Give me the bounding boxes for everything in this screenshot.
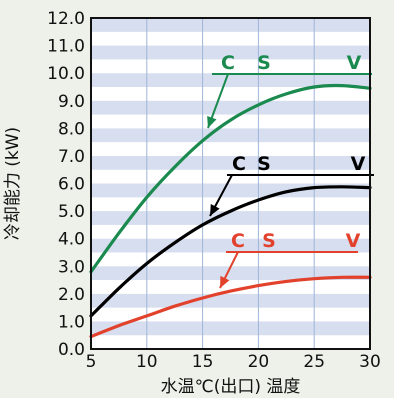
series-annotation-label: C xyxy=(221,52,235,74)
y-tick-label: 10.0 xyxy=(47,64,85,84)
background-band xyxy=(91,224,370,239)
series-line xyxy=(89,275,372,339)
background-band xyxy=(91,211,370,225)
background-band xyxy=(91,142,370,156)
background-band xyxy=(91,197,370,212)
background-bands xyxy=(91,18,370,349)
series-annotation-label: V xyxy=(347,52,362,74)
y-tick-label: 12.0 xyxy=(47,9,85,29)
leader-arrowhead xyxy=(210,203,220,216)
background-band xyxy=(91,183,370,198)
y-tick-label: 0.0 xyxy=(58,340,85,360)
y-tick-label: 5.0 xyxy=(58,202,85,222)
background-band xyxy=(91,31,370,46)
y-tick-label: 3.0 xyxy=(58,257,85,277)
background-band xyxy=(91,238,370,253)
series-annotation-label: S xyxy=(257,52,271,74)
background-band xyxy=(91,86,370,101)
background-band xyxy=(91,128,370,143)
leader-arrowhead xyxy=(220,275,230,288)
leader-arrowhead xyxy=(207,115,217,128)
x-tick-label: 25 xyxy=(303,352,325,372)
x-tick-label: 5 xyxy=(86,352,97,372)
x-tick-label: 10 xyxy=(136,352,158,372)
x-tick-label: 20 xyxy=(248,352,270,372)
background-band xyxy=(91,155,370,170)
x-axis-title: 水温℃(出口) 温度 xyxy=(161,377,301,397)
y-tick-label: 7.0 xyxy=(58,147,85,167)
series-lines xyxy=(89,83,372,339)
y-tick-labels: 0.0 1.0 2.0 3.0 4.0 5.0 6.0 7.0 8.0 9.0 10.0 11.0 12… xyxy=(47,9,85,360)
background-band xyxy=(91,321,370,336)
series-annotation-label: S xyxy=(257,153,271,175)
y-tick-label: 8.0 xyxy=(58,119,85,139)
y-tick-label: 11.0 xyxy=(47,37,85,57)
y-tick-label: 9.0 xyxy=(58,92,85,112)
background-band xyxy=(91,100,370,115)
series-annotation-label: C xyxy=(231,230,245,252)
y-tick-label: 6.0 xyxy=(58,175,85,195)
background-band xyxy=(91,18,370,32)
background-band xyxy=(91,293,370,308)
y-tick-label: 4.0 xyxy=(58,230,85,250)
background-band xyxy=(91,266,370,281)
y-tick-label: 1.0 xyxy=(58,312,85,332)
background-band xyxy=(91,335,370,349)
plot-frame xyxy=(90,17,371,350)
y-axis-title: 冷却能力 (kW) xyxy=(3,127,23,240)
series-line xyxy=(89,83,372,274)
background-band xyxy=(91,280,370,294)
x-tick-label: 15 xyxy=(192,352,214,372)
x-tick-labels: 5 10 15 20 25 30 xyxy=(86,352,381,372)
x-tick-label: 30 xyxy=(359,352,381,372)
series-annotation-label: S xyxy=(262,230,276,252)
series-annotation-label: C xyxy=(232,153,246,175)
series-line xyxy=(89,185,372,318)
background-band xyxy=(91,59,370,74)
series-annotation-label: V xyxy=(351,153,366,175)
series-annotation-label: V xyxy=(346,230,361,252)
background-band xyxy=(91,73,370,87)
annotations: C S VC S VC S V xyxy=(207,52,374,289)
y-tick-label: 2.0 xyxy=(58,285,85,305)
background-band xyxy=(91,45,370,60)
background-band xyxy=(91,252,370,267)
